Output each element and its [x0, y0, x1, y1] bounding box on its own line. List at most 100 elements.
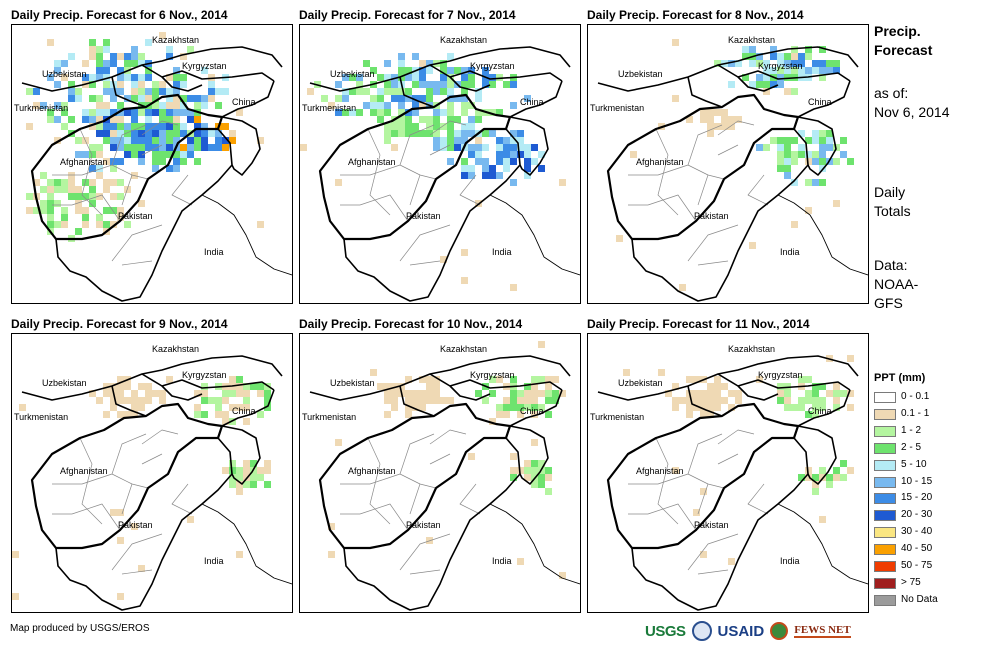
map-label-china: China	[808, 406, 832, 416]
map-label-china: China	[520, 97, 544, 107]
data-source-line2: NOAA-	[874, 276, 919, 292]
map-label-kazakhstan: Kazakhstan	[728, 35, 775, 45]
legend-swatch	[874, 493, 896, 505]
map-label-pakistan: Pakistan	[118, 520, 153, 530]
side-title-line2: Forecast	[874, 42, 933, 58]
map-canvas: Kazakhstan Kyrgyzstan Uzbekistan Turkmenist…	[590, 35, 868, 302]
map-label-uzbekistan: Uzbekistan	[330, 378, 375, 388]
map-label-afghanistan: Afghanistan	[348, 157, 396, 167]
data-source-line3: GFS	[874, 295, 903, 311]
map-canvas: Kazakhstan Kyrgyzstan Uzbekistan Turkmenist…	[302, 341, 580, 611]
fews-globe-icon	[770, 622, 789, 640]
map-label-kyrgyzstan: Kyrgyzstan	[758, 61, 803, 71]
forecast-panel: Daily Precip. Forecast for 10 Nov., 2014…	[299, 317, 581, 623]
map-label-turkmenistan: Turkmenistan	[14, 412, 68, 422]
legend-swatch	[874, 561, 896, 572]
legend-swatch	[874, 476, 896, 488]
side-title-line1: Precip.	[874, 23, 921, 39]
map-label-kazakhstan: Kazakhstan	[728, 344, 775, 354]
data-source-line1: Data:	[874, 257, 908, 273]
legend-swatch	[874, 392, 896, 403]
map-label-afghanistan: Afghanistan	[636, 157, 684, 167]
credit-text: Map produced by USGS/EROS	[10, 623, 150, 634]
map-label-turkmenistan: Turkmenistan	[590, 103, 644, 113]
map-label-india: India	[492, 556, 512, 566]
rain-field	[623, 355, 854, 565]
totals-note: Daily Totals	[874, 183, 911, 221]
map-label-afghanistan: Afghanistan	[348, 466, 396, 476]
totals-line1: Daily	[874, 184, 906, 200]
map-label-pakistan: Pakistan	[406, 520, 441, 530]
map-label-turkmenistan: Turkmenistan	[14, 103, 68, 113]
legend-swatch	[874, 577, 896, 589]
legend-label: 0.1 - 1	[901, 407, 930, 419]
map-label-kazakhstan: Kazakhstan	[440, 35, 487, 45]
precip-map: Kazakhstan Kyrgyzstan Uzbekistan Turkmenist…	[11, 333, 293, 613]
panel-title: Daily Precip. Forecast for 8 Nov., 2014	[587, 8, 804, 22]
legend-label: No Data	[901, 593, 938, 605]
map-label-china: China	[808, 97, 832, 107]
legend-swatch	[874, 527, 896, 539]
rain-field	[328, 341, 566, 579]
map-label-uzbekistan: Uzbekistan	[42, 378, 87, 388]
legend-label: 30 - 40	[901, 526, 933, 538]
map-canvas: Kazakhstan Kyrgyzstan Uzbekistan Turkmenist…	[590, 344, 868, 611]
map-label-india: India	[780, 556, 800, 566]
map-label-turkmenistan: Turkmenistan	[590, 412, 644, 422]
map-label-pakistan: Pakistan	[694, 520, 729, 530]
rain-field	[12, 376, 271, 600]
map-canvas: Kazakhstan Kyrgyzstan Uzbekistan Turkmenist…	[300, 35, 580, 302]
map-label-kyrgyzstan: Kyrgyzstan	[182, 370, 227, 380]
map-label-pakistan: Pakistan	[406, 211, 441, 221]
map-label-kazakhstan: Kazakhstan	[152, 35, 199, 45]
legend-swatch	[874, 459, 896, 471]
forecast-panel: Daily Precip. Forecast for 7 Nov., 2014 K…	[299, 8, 581, 314]
precip-map: Kazakhstan Kyrgyzstan Uzbekistan Turkmenist…	[11, 24, 293, 304]
legend-label: 2 - 5	[901, 441, 922, 453]
map-label-afghanistan: Afghanistan	[60, 466, 108, 476]
data-source: Data: NOAA- GFS	[874, 256, 918, 313]
usaid-logo: USAID	[717, 622, 765, 640]
totals-line2: Totals	[874, 203, 911, 219]
legend-label: 40 - 50	[901, 543, 933, 555]
legend-swatch	[874, 425, 896, 437]
legend-swatch	[874, 544, 896, 556]
panel-title: Daily Precip. Forecast for 11 Nov., 2014	[587, 317, 810, 331]
map-canvas: Kazakhstan Kyrgyzstan Uzbekistan Turkmenist…	[14, 32, 292, 302]
fews-net-logo: FEWS NET	[794, 624, 851, 638]
map-label-india: India	[780, 247, 800, 257]
as-of-date: as of: Nov 6, 2014	[874, 84, 950, 122]
forecast-panel: Daily Precip. Forecast for 9 Nov., 2014 K…	[11, 317, 293, 623]
forecast-panel: Daily Precip. Forecast for 11 Nov., 2014…	[587, 317, 869, 623]
legend-label: 5 - 10	[901, 458, 927, 470]
map-label-kazakhstan: Kazakhstan	[152, 344, 199, 354]
panel-title: Daily Precip. Forecast for 9 Nov., 2014	[11, 317, 228, 331]
map-label-india: India	[204, 247, 224, 257]
precip-map: Kazakhstan Kyrgyzstan Uzbekistan Turkmenist…	[299, 333, 581, 613]
map-label-india: India	[204, 556, 224, 566]
map-label-kyrgyzstan: Kyrgyzstan	[182, 61, 227, 71]
map-label-afghanistan: Afghanistan	[60, 157, 108, 167]
panel-title: Daily Precip. Forecast for 6 Nov., 2014	[11, 8, 228, 22]
map-label-uzbekistan: Uzbekistan	[618, 69, 663, 79]
legend-label: > 75	[901, 576, 921, 588]
legend-label: 1 - 2	[901, 424, 922, 436]
map-label-kazakhstan: Kazakhstan	[440, 344, 487, 354]
map-label-afghanistan: Afghanistan	[636, 466, 684, 476]
map-label-uzbekistan: Uzbekistan	[42, 69, 87, 79]
map-label-china: China	[232, 97, 256, 107]
precip-map: Kazakhstan Kyrgyzstan Uzbekistan Turkmenist…	[587, 24, 869, 304]
legend-swatch	[874, 594, 896, 606]
as-of-label: as of:	[874, 85, 909, 101]
legend-label: 20 - 30	[901, 509, 933, 521]
precip-map: Kazakhstan Kyrgyzstan Uzbekistan Turkmenist…	[299, 24, 581, 304]
panel-title: Daily Precip. Forecast for 7 Nov., 2014	[299, 8, 516, 22]
map-label-kyrgyzstan: Kyrgyzstan	[470, 61, 515, 71]
map-label-uzbekistan: Uzbekistan	[330, 69, 375, 79]
forecast-panel: Daily Precip. Forecast for 6 Nov., 2014 K…	[11, 8, 293, 314]
as-of-value: Nov 6, 2014	[874, 104, 950, 120]
legend-label: 15 - 20	[901, 492, 933, 504]
map-label-china: China	[232, 406, 256, 416]
legend-heading: Precip. Forecast	[874, 22, 932, 60]
legend-swatch	[874, 442, 896, 454]
